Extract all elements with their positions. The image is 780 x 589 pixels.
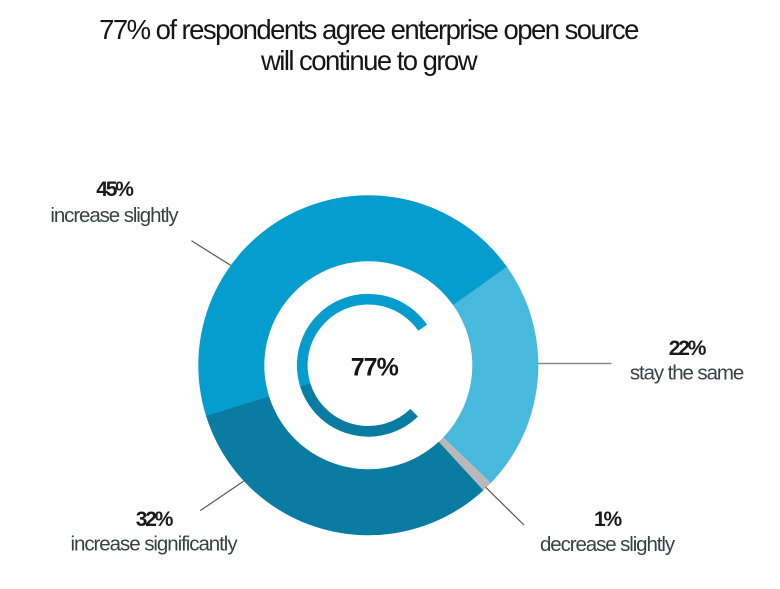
svg-text:77% of respondents agree enter: 77% of respondents agree enterprise open… (99, 14, 639, 45)
svg-text:45%: 45% (96, 178, 134, 201)
svg-text:32%: 32% (136, 508, 174, 531)
svg-text:decrease slightly: decrease slightly (540, 533, 676, 556)
svg-text:22%: 22% (669, 337, 707, 360)
svg-text:77%: 77% (351, 354, 399, 382)
svg-text:will continue to grow: will continue to grow (260, 45, 478, 76)
svg-text:increase significantly: increase significantly (70, 533, 238, 556)
svg-text:increase slightly: increase slightly (50, 204, 179, 227)
svg-text:1%: 1% (594, 508, 622, 531)
svg-text:stay the same: stay the same (630, 362, 744, 385)
